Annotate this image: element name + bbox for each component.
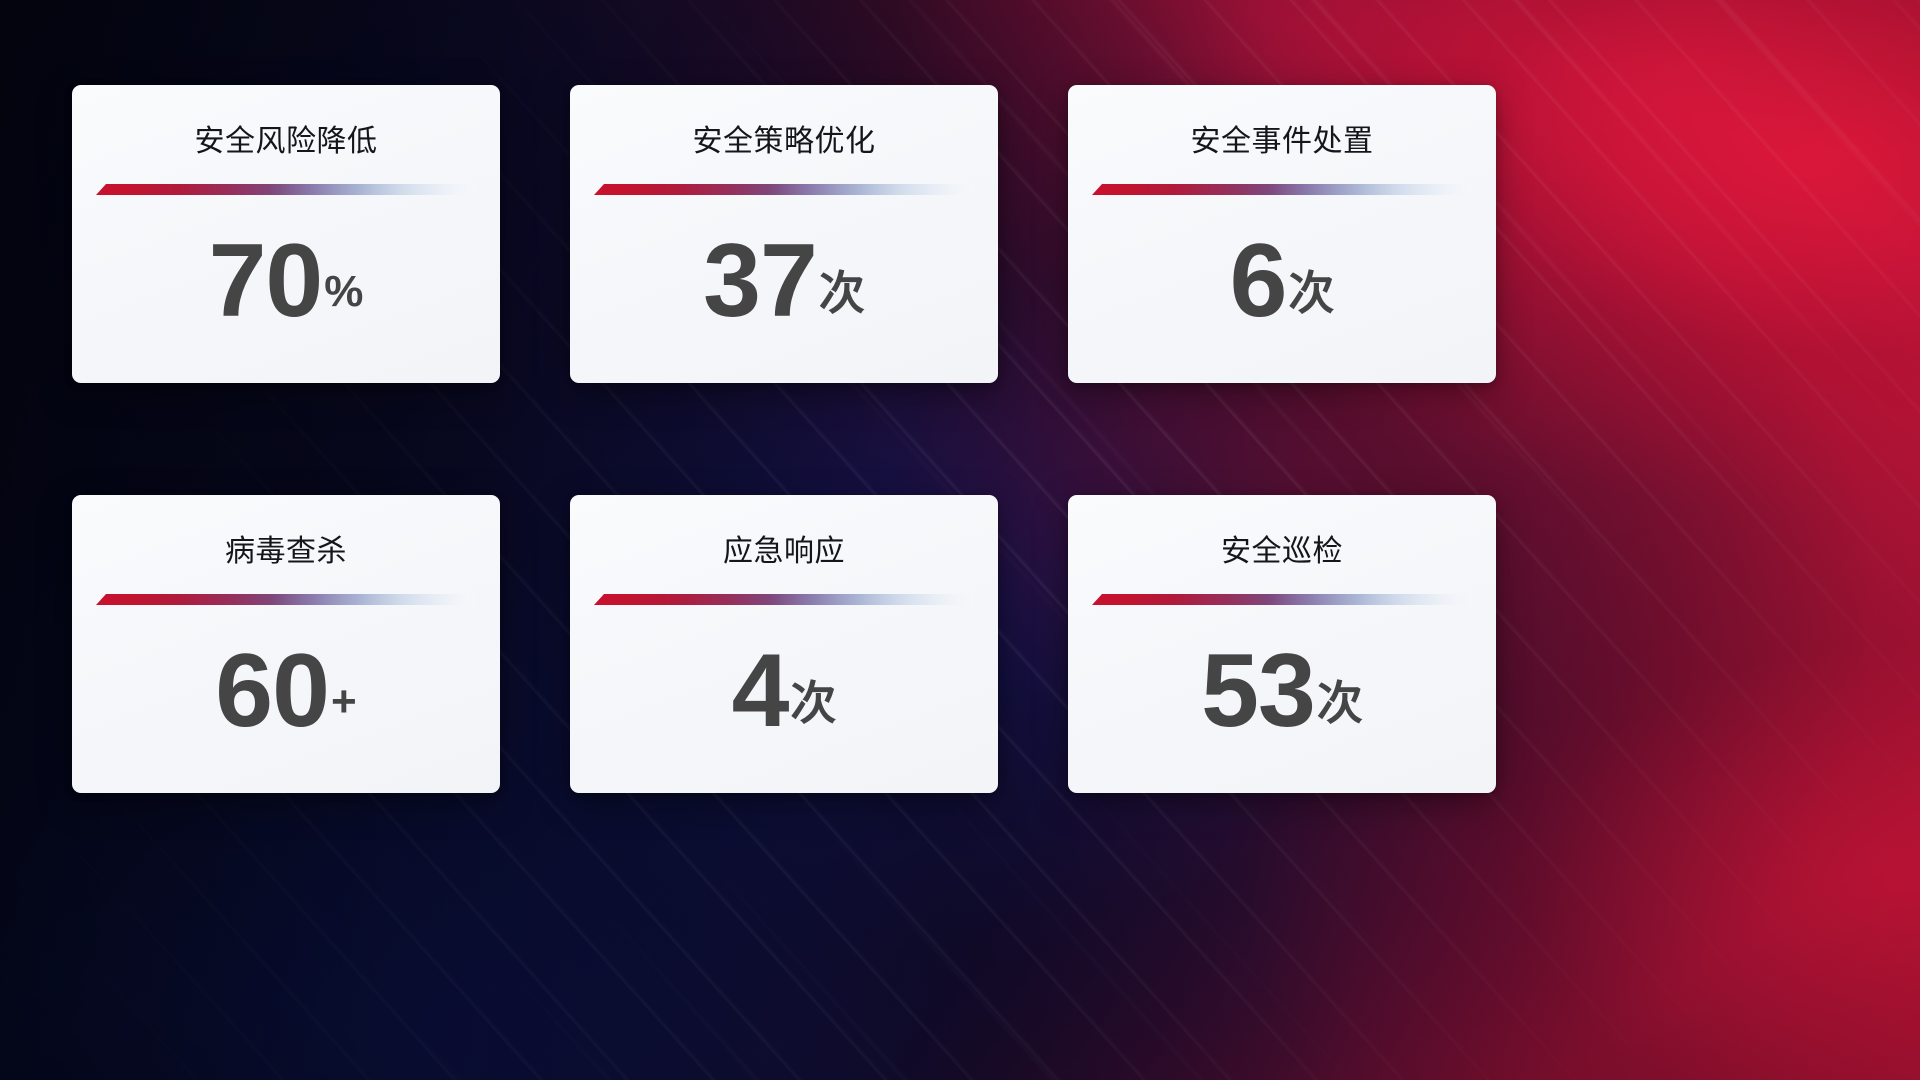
metric-value-number: 70 <box>208 223 324 340</box>
metric-card-title: 安全事件处置 <box>1190 125 1374 158</box>
divider-fade-overlay <box>1092 184 1472 195</box>
metric-card-title: 应急响应 <box>723 535 845 568</box>
metric-card-divider <box>1092 594 1472 605</box>
metric-value-suffix: % <box>324 267 364 316</box>
divider-fade-overlay <box>96 594 476 605</box>
metric-value-number: 60 <box>215 633 330 750</box>
metric-card-divider <box>96 594 476 605</box>
metric-card[interactable]: 安全风险降低 70% <box>72 85 500 383</box>
metric-card-divider <box>1092 184 1472 195</box>
metric-card-divider <box>96 184 476 195</box>
metric-card-divider <box>594 184 974 195</box>
divider-fade-overlay <box>1092 594 1472 605</box>
divider-fade-overlay <box>96 184 476 195</box>
metric-card-grid: 安全风险降低 70% 安全策略优化 37 次 安全事件处置 <box>72 85 1496 793</box>
metric-card[interactable]: 安全策略优化 37 次 <box>570 85 998 383</box>
metric-card-value: 53 次 <box>1068 605 1496 793</box>
metric-value-number: 4 <box>731 633 790 750</box>
metric-card-title: 安全巡检 <box>1221 535 1343 568</box>
divider-fade-overlay <box>594 594 974 605</box>
metric-value-suffix: 次 <box>818 267 865 319</box>
metric-value-number: 37 <box>703 223 818 340</box>
metric-value-suffix: 次 <box>1316 677 1363 729</box>
divider-fade-overlay <box>594 184 974 195</box>
metric-card[interactable]: 安全巡检 53 次 <box>1068 495 1496 793</box>
metric-value-suffix: 次 <box>1288 267 1335 319</box>
metric-value-number: 53 <box>1201 633 1316 750</box>
metric-card[interactable]: 病毒查杀 60 + <box>72 495 500 793</box>
metric-card-title: 安全策略优化 <box>692 125 876 158</box>
metric-value-suffix: + <box>330 677 357 726</box>
metric-value-number: 6 <box>1229 223 1288 340</box>
metric-card-value: 60 + <box>72 605 500 793</box>
metric-card-divider <box>594 594 974 605</box>
metric-card-value: 70% <box>72 195 500 383</box>
metric-card-title: 病毒查杀 <box>225 535 347 568</box>
metric-card-title: 安全风险降低 <box>194 125 378 158</box>
metric-value-suffix: 次 <box>790 677 837 729</box>
metric-card-value: 37 次 <box>570 195 998 383</box>
